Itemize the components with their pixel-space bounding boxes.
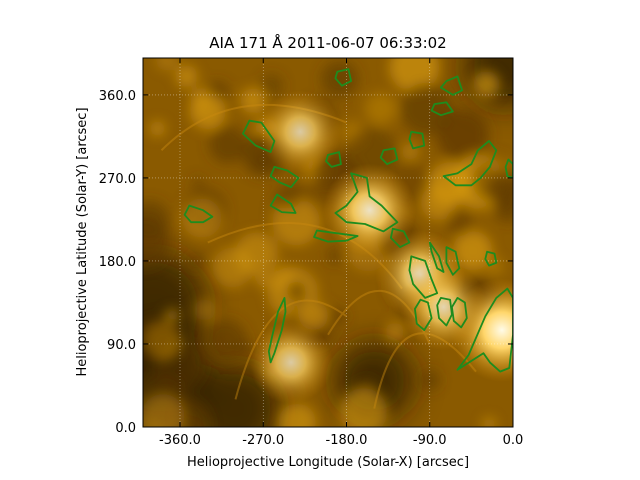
contour-14	[445, 246, 461, 276]
contour-24	[504, 158, 513, 179]
contour-20	[408, 130, 426, 150]
contour-13	[428, 241, 445, 273]
contour-21	[325, 151, 342, 168]
x-axis-label: Helioprojective Longitude (Solar-X) [arc…	[187, 455, 469, 470]
bright-region-4	[400, 263, 488, 351]
contour-4	[408, 255, 439, 299]
contour-22	[390, 227, 411, 248]
plot-frame	[142, 57, 514, 428]
contour-1	[456, 287, 513, 373]
contour-2	[267, 297, 287, 364]
y-tick-label: 0.0	[115, 421, 136, 436]
contour-18	[430, 101, 454, 117]
x-tick-label: -90.0	[413, 433, 447, 448]
contour-12	[313, 229, 359, 243]
contour-16	[334, 68, 352, 87]
bright-region-6	[249, 320, 333, 405]
contour-6	[414, 298, 433, 331]
x-tick-label: -180.0	[326, 433, 368, 448]
image-texture	[143, 58, 513, 427]
bright-region-5	[258, 90, 343, 174]
contour-23	[484, 250, 498, 267]
contour-7	[451, 297, 468, 329]
x-tick-label: 0.0	[503, 433, 524, 448]
y-tick-label: 360.0	[99, 89, 136, 104]
plot-area	[143, 58, 513, 427]
y-axis-label: Helioprojective Latitude (Solar-Y) [arcs…	[75, 107, 90, 376]
contour-17	[442, 140, 498, 187]
contour-10	[269, 193, 297, 214]
x-axis: -360.0 -270.0 -180.0 -90.0 0.0	[159, 58, 523, 448]
contour-19	[379, 147, 399, 165]
x-tick-label: -270.0	[242, 433, 284, 448]
contours	[183, 68, 513, 373]
x-tick-label: -360.0	[159, 433, 201, 448]
contour-5	[436, 297, 453, 327]
contour-8	[242, 119, 276, 153]
contour-15	[440, 75, 463, 96]
contour-9	[269, 166, 300, 189]
y-tick-label: 270.0	[99, 172, 136, 187]
contour-3	[334, 172, 399, 233]
y-tick-label: 180.0	[99, 255, 136, 270]
y-tick-label: 90.0	[107, 338, 136, 353]
y-axis: 0.0 90.0 180.0 270.0 360.0	[99, 89, 513, 436]
contour-11	[183, 204, 214, 224]
chart-title: AIA 171 Å 2011-06-07 06:33:02	[209, 33, 446, 52]
